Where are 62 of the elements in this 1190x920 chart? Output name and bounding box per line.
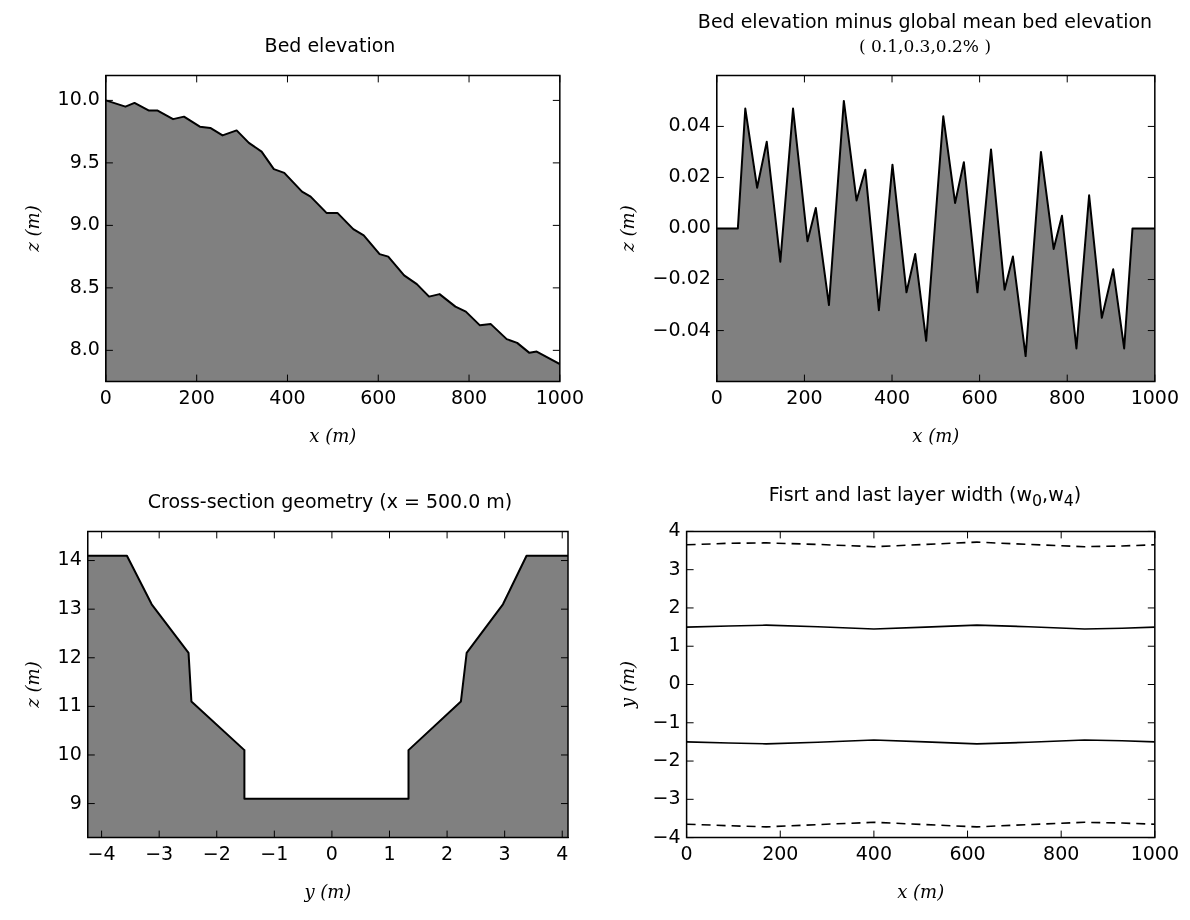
- y-tick-label: −3: [652, 786, 681, 809]
- chart-title: Bed elevation minus global mean bed elevation: [697, 9, 1153, 34]
- y-axis-title: z (m): [617, 205, 639, 253]
- y-tick-label: 0.04: [668, 113, 711, 136]
- y-tick-label: 12: [57, 644, 82, 667]
- y-tick-label: −4: [652, 824, 681, 847]
- chart-title: Fisrt and last layer width (w$_{0}$,w$_{4}$): [768, 482, 1082, 512]
- x-tick-label: 400: [873, 385, 911, 408]
- x-axis-title: x (m): [912, 424, 960, 446]
- x-tick-label: 0: [325, 841, 338, 864]
- y-tick-label: 13: [57, 596, 82, 619]
- x-tick-label: 1: [383, 841, 396, 864]
- x-tick-label: 200: [786, 385, 823, 408]
- y-tick-label: 14: [57, 547, 82, 570]
- x-tick-label: 3: [498, 841, 511, 864]
- chart-title: Cross-section geometry (x = 500.0 m): [147, 489, 513, 514]
- x-tick-label: −4: [87, 841, 116, 864]
- x-tick-label: 200: [762, 841, 799, 864]
- y-tick-label: 4: [668, 518, 681, 541]
- x-tick-label: 4: [556, 841, 569, 864]
- x-tick-label: 600: [961, 385, 998, 408]
- y-tick-label: 9.5: [69, 149, 100, 172]
- y-tick-label: −0.02: [652, 266, 711, 289]
- x-tick-label: 1000: [1130, 385, 1179, 408]
- x-axis-title: x (m): [897, 880, 945, 902]
- y-tick-label: −1: [652, 709, 681, 732]
- x-tick-label: 800: [1043, 841, 1080, 864]
- y-axis-title: z (m): [22, 205, 44, 253]
- y-tick-label: 0.00: [668, 215, 711, 238]
- x-tick-label: 800: [450, 385, 488, 408]
- x-tick-label: 200: [178, 385, 215, 408]
- y-tick-label: 8.0: [69, 337, 100, 360]
- x-axis-title: y (m): [303, 880, 352, 902]
- y-tick-label: −0.04: [652, 317, 711, 340]
- y-tick-label: −2: [652, 747, 681, 770]
- x-tick-label: 400: [855, 841, 893, 864]
- x-tick-label: 400: [269, 385, 306, 408]
- x-tick-label: −3: [145, 841, 174, 864]
- y-tick-label: 8.5: [69, 274, 100, 297]
- x-axis-title: x (m): [309, 424, 357, 446]
- y-axis-title: z (m): [22, 661, 44, 709]
- y-tick-label: 10.0: [57, 87, 100, 110]
- x-tick-label: 600: [949, 841, 986, 864]
- chart-subtitle: ( 0.1,0.3,0.2% ): [858, 35, 992, 58]
- x-tick-label: 1000: [1130, 841, 1179, 864]
- x-tick-label: 800: [1049, 385, 1086, 408]
- y-tick-label: 9.0: [69, 212, 100, 235]
- x-tick-label: −2: [202, 841, 231, 864]
- y-tick-label: 9: [69, 790, 82, 813]
- x-tick-label: 600: [360, 385, 397, 408]
- y-tick-label: 10: [57, 741, 82, 764]
- y-tick-label: 3: [668, 556, 681, 579]
- chart-title: Bed elevation: [264, 33, 396, 58]
- y-tick-label: 11: [57, 693, 82, 716]
- y-tick-label: 0: [668, 671, 681, 694]
- x-tick-label: −1: [260, 841, 289, 864]
- y-axis-title: y (m): [617, 660, 639, 710]
- x-tick-label: 2: [441, 841, 454, 864]
- y-tick-label: 2: [668, 594, 681, 617]
- y-tick-label: 0.02: [668, 164, 711, 187]
- y-tick-label: 1: [668, 633, 681, 656]
- x-tick-label: 1000: [535, 385, 584, 408]
